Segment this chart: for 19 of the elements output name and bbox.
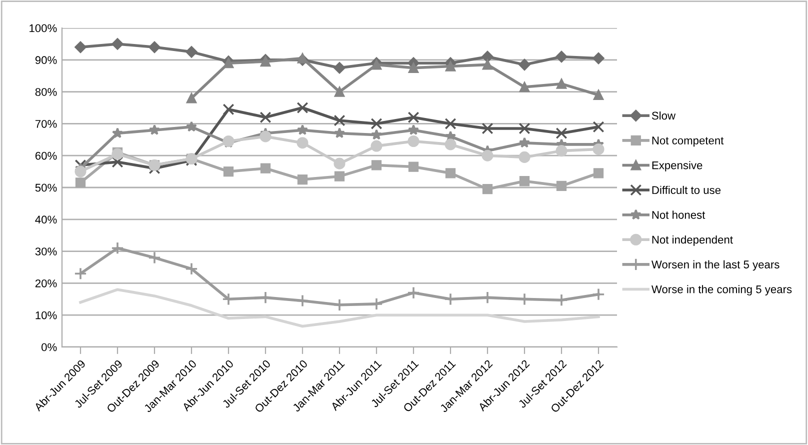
legend-label: Slow <box>652 111 676 120</box>
y-tick-label: 60% <box>35 152 57 160</box>
y-tick-label: 30% <box>35 248 57 256</box>
y-tick-label: 0% <box>42 343 57 352</box>
y-tick-label: 70% <box>35 120 57 128</box>
y-tick-label: 10% <box>36 311 57 320</box>
legend-label: Worse in the coming 5 years <box>651 285 792 296</box>
y-tick-label: 90% <box>35 56 57 64</box>
legend-label: Difficult to use <box>652 186 721 194</box>
legend-label: Not independent <box>652 235 733 246</box>
legend-label: Worsen in the last 5 years <box>651 260 780 271</box>
y-tick-label: 40% <box>35 216 57 224</box>
legend-label: Expensive <box>652 161 702 172</box>
y-tick-label: 50% <box>35 184 57 192</box>
legend-label: Not honest <box>652 210 706 219</box>
y-tick-label: 80% <box>35 88 57 96</box>
legend-label: Not competent <box>652 136 724 147</box>
y-tick-label: 100% <box>30 24 57 32</box>
y-tick-label: 20% <box>35 279 57 288</box>
